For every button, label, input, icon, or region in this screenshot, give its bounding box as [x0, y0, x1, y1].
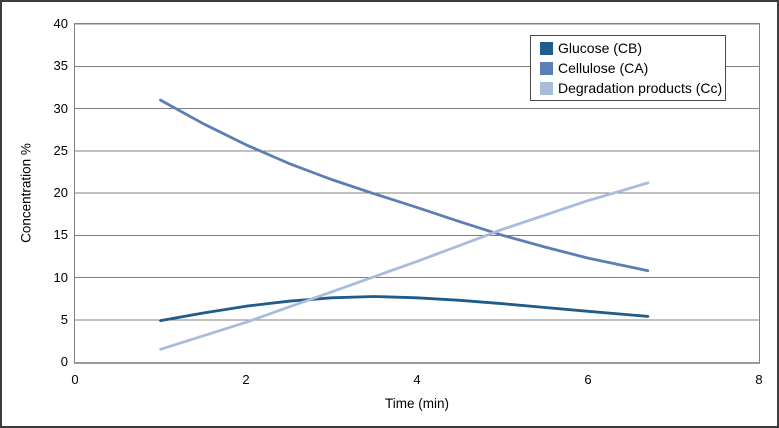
x-tick-label: 6 [584, 372, 592, 387]
legend: Glucose (CB) Cellulose (CA) Degradation … [530, 35, 726, 101]
y-tick-label: 25 [53, 142, 68, 158]
y-tick-label: 20 [53, 185, 68, 200]
x-tick-label: 2 [242, 372, 250, 387]
y-tick-label: 30 [53, 100, 68, 116]
legend-swatch [540, 61, 553, 75]
y-tick-label: 40 [53, 16, 68, 31]
y-tick-label: 10 [53, 269, 68, 285]
legend-label: Degradation products (Cc) [558, 80, 723, 96]
y-tick-label: 35 [53, 58, 68, 74]
x-tick-label: 8 [755, 372, 763, 387]
legend-label: Glucose (CB) [558, 40, 643, 56]
y-axis-title: Concentration % [18, 143, 34, 243]
legend-item: Cellulose (CA) [540, 58, 725, 78]
legend-swatch [540, 41, 553, 55]
legend-item: Glucose (CB) [540, 38, 725, 58]
series-line-cellulose-ca [159, 98, 650, 273]
legend-item: Degradation products (Cc) [540, 78, 725, 98]
y-tick-label: 5 [60, 311, 68, 327]
x-tick-label: 4 [413, 372, 421, 387]
x-axis-title: Time (min) [385, 396, 449, 411]
legend-label: Cellulose (CA) [558, 60, 649, 76]
x-tick-label: 0 [71, 372, 79, 387]
series-line-glucose-cb [159, 295, 650, 323]
y-tick-label: 0 [60, 354, 68, 369]
series-line-degradation-products-cc [159, 181, 650, 351]
legend-swatch [540, 81, 553, 95]
y-tick-label: 15 [53, 227, 68, 243]
